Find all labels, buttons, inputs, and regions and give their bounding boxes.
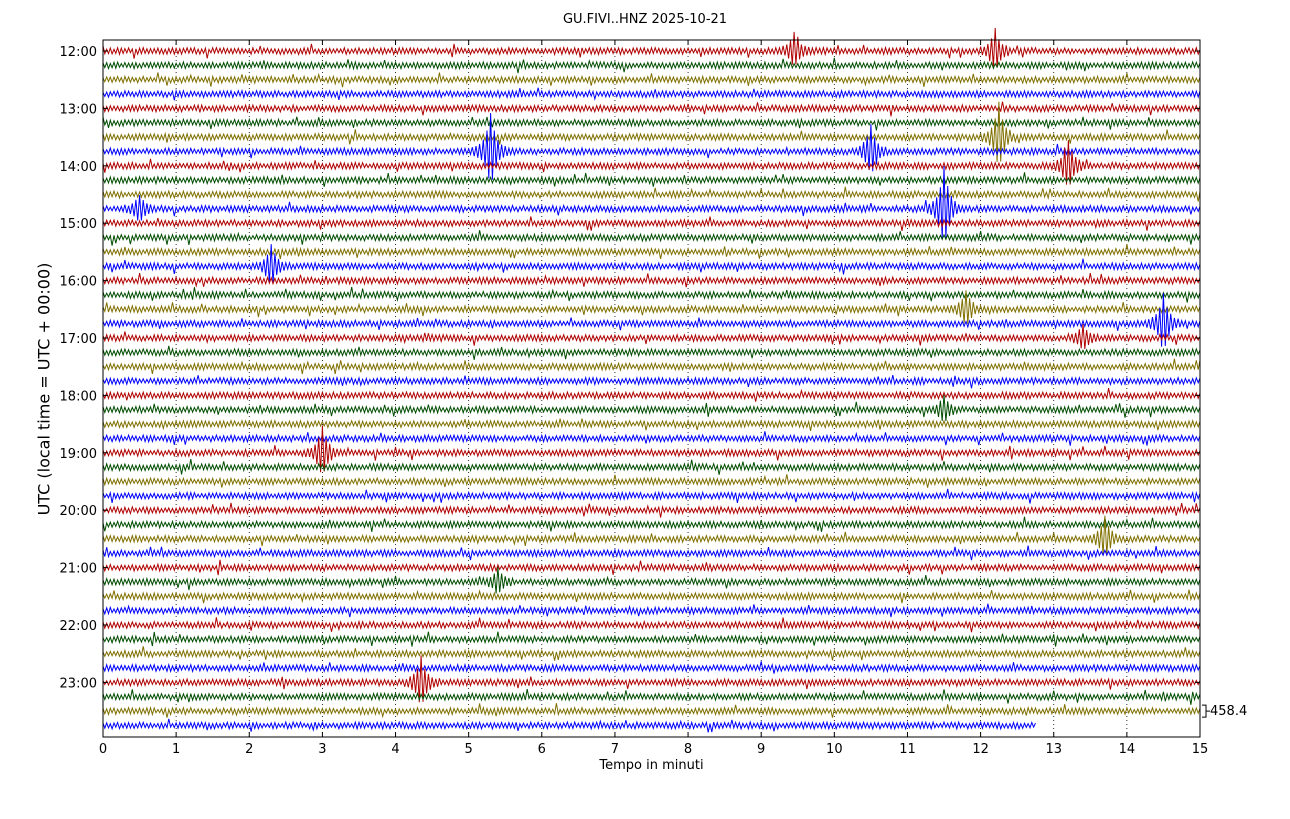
trace-1530 <box>102 244 1201 260</box>
x-tick-label: 14 <box>1119 742 1136 757</box>
x-tick-label: 7 <box>611 742 619 757</box>
y-tick-label: 16:00 <box>60 275 97 290</box>
trace-1445 <box>102 165 1201 239</box>
y-tick-label: 17:00 <box>60 332 97 347</box>
scale-label: 458.4 <box>1210 704 1248 719</box>
y-tick-label: 21:00 <box>60 562 97 577</box>
trace-2015 <box>102 516 1201 532</box>
trace-1600 <box>102 273 1201 288</box>
trace-1345 <box>102 112 1201 180</box>
trace-2000 <box>102 502 1201 518</box>
trace-1745 <box>102 374 1201 389</box>
trace-1815 <box>102 394 1201 422</box>
x-tick-label: 15 <box>1192 742 1209 757</box>
x-tick-label: 13 <box>1045 742 1062 757</box>
trace-2045 <box>102 545 1201 561</box>
trace-1845 <box>102 431 1201 446</box>
y-tick-label: 12:00 <box>60 45 97 60</box>
trace-1400 <box>102 140 1201 185</box>
trace-1615 <box>102 286 1201 303</box>
x-axis-label: Tempo in minuti <box>599 758 704 773</box>
trace-2315 <box>102 689 1201 705</box>
y-tick-label: 18:00 <box>60 389 97 404</box>
trace-2300 <box>102 655 1201 703</box>
x-tick-label: 4 <box>391 742 399 757</box>
y-tick-label: 23:00 <box>60 676 97 691</box>
x-tick-label: 6 <box>538 742 546 757</box>
trace-1415 <box>102 172 1201 187</box>
y-tick-label: 19:00 <box>60 447 97 462</box>
trace-1830 <box>102 418 1201 432</box>
trace-1300 <box>102 101 1201 117</box>
x-tick-label: 5 <box>465 742 473 757</box>
trace-2245 <box>102 661 1201 674</box>
axis-ticks: 0 1 2 3 4 5 6 7 8 9 10 11 12 13 14 1512:0013:0014:0015:… <box>60 40 1209 757</box>
trace-1500 <box>102 216 1201 231</box>
x-tick-label: 0 <box>99 742 107 757</box>
trace-2130 <box>102 589 1201 604</box>
trace-2115 <box>102 566 1201 594</box>
x-tick-label: 10 <box>826 742 843 757</box>
trace-2230 <box>102 646 1201 661</box>
trace-1700 <box>102 323 1201 350</box>
y-tick-label: 22:00 <box>60 619 97 634</box>
trace-2345 <box>102 718 1036 733</box>
y-axis-label: UTC (local time = UTC + 00:00) <box>34 262 54 516</box>
scale-bracket <box>1202 704 1207 718</box>
x-tick-label: 8 <box>684 742 692 757</box>
y-tick-label: 20:00 <box>60 504 97 519</box>
x-tick-label: 2 <box>245 742 253 757</box>
trace-1330 <box>102 101 1201 162</box>
trace-1545 <box>102 244 1201 284</box>
x-tick-label: 1 <box>172 742 180 757</box>
x-tick-label: 12 <box>972 742 989 757</box>
chart-title: GU.FIVI..HNZ 2025-10-21 <box>562 12 728 27</box>
trace-1215 <box>102 57 1201 74</box>
plot-frame <box>102 39 1201 738</box>
x-tick-label: 3 <box>318 742 326 757</box>
trace-1515 <box>102 230 1201 246</box>
trace-1730 <box>102 358 1201 375</box>
trace-2145 <box>102 603 1201 618</box>
seismic-traces <box>102 27 1201 733</box>
trace-1430 <box>102 186 1201 202</box>
trace-1900 <box>102 425 1201 473</box>
trace-1200 <box>102 27 1201 68</box>
trace-2100 <box>102 559 1201 576</box>
trace-1645 <box>102 293 1201 347</box>
x-tick-label: 11 <box>899 742 916 757</box>
x-tick-label: 9 <box>757 742 765 757</box>
trace-1945 <box>102 488 1201 504</box>
trace-1230 <box>102 72 1201 88</box>
trace-1315 <box>102 116 1201 131</box>
trace-1915 <box>102 459 1201 475</box>
y-tick-label: 15:00 <box>60 217 97 232</box>
amplitude-scale-bar <box>1202 704 1210 718</box>
trace-2030 <box>102 515 1201 556</box>
trace-1715 <box>102 345 1201 360</box>
y-tick-label: 14:00 <box>60 160 97 175</box>
trace-1630 <box>102 290 1201 324</box>
grid-lines <box>175 40 1128 737</box>
trace-1930 <box>102 474 1201 488</box>
y-tick-label: 13:00 <box>60 102 97 117</box>
trace-2215 <box>102 631 1201 647</box>
trace-2200 <box>102 617 1201 633</box>
trace-1800 <box>102 388 1201 402</box>
trace-2330 <box>102 703 1201 719</box>
trace-1245 <box>102 87 1201 101</box>
